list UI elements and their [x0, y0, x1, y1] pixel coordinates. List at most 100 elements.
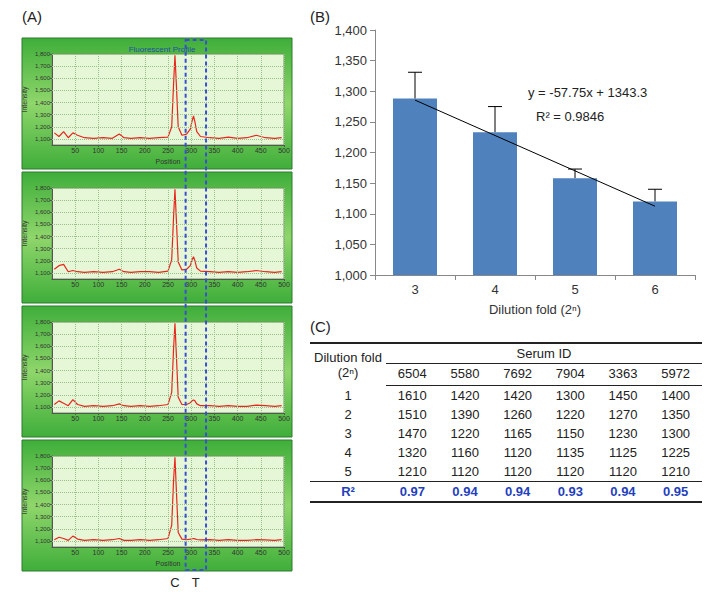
svg-text:450: 450	[255, 549, 267, 556]
svg-text:100: 100	[93, 281, 105, 288]
svg-text:R² = 0.9846: R² = 0.9846	[536, 109, 604, 124]
svg-text:350: 350	[209, 147, 221, 154]
svg-text:1,500: 1,500	[35, 221, 51, 227]
svg-text:5: 5	[571, 282, 578, 297]
svg-text:500: 500	[278, 415, 290, 422]
svg-text:1,700: 1,700	[35, 63, 51, 69]
svg-text:1,400: 1,400	[35, 502, 51, 508]
svg-text:1,200: 1,200	[35, 124, 51, 130]
svg-text:1,100: 1,100	[35, 404, 51, 410]
svg-text:350: 350	[209, 549, 221, 556]
svg-text:200: 200	[139, 549, 151, 556]
svg-text:1,300: 1,300	[35, 380, 51, 386]
svg-text:300: 300	[185, 549, 197, 556]
svg-text:1,500: 1,500	[35, 87, 51, 93]
svg-text:1,600: 1,600	[35, 75, 51, 81]
html-text:(B): (B)	[310, 8, 330, 25]
svg-text:1,000: 1,000	[334, 268, 367, 283]
svg-text:1,800: 1,800	[35, 185, 51, 191]
svg-text:1,700: 1,700	[35, 331, 51, 337]
svg-text:250: 250	[162, 281, 174, 288]
svg-text:1,200: 1,200	[35, 258, 51, 264]
html-text:Dilution fold (2ⁿ): Dilution fold (2ⁿ)	[314, 349, 382, 380]
svg-text:1,200: 1,200	[35, 392, 51, 398]
svg-text:1,800: 1,800	[35, 51, 51, 57]
svg-text:200: 200	[139, 415, 151, 422]
svg-text:150: 150	[116, 147, 128, 154]
svg-text:1,400: 1,400	[35, 100, 51, 106]
svg-text:1,800: 1,800	[35, 319, 51, 325]
svg-text:1,200: 1,200	[35, 526, 51, 532]
svg-text:Position: Position	[156, 158, 181, 165]
svg-text:200: 200	[139, 147, 151, 154]
svg-text:350: 350	[209, 415, 221, 422]
svg-text:Intensity: Intensity	[21, 220, 29, 247]
svg-text:1,700: 1,700	[35, 465, 51, 471]
svg-text:500: 500	[278, 281, 290, 288]
svg-text:450: 450	[255, 147, 267, 154]
svg-text:1,300: 1,300	[35, 246, 51, 252]
svg-text:100: 100	[93, 415, 105, 422]
svg-text:50: 50	[71, 281, 79, 288]
svg-text:1,300: 1,300	[334, 84, 367, 99]
svg-text:1,300: 1,300	[35, 514, 51, 520]
svg-text:Intensity: Intensity	[21, 86, 29, 113]
svg-text:400: 400	[232, 281, 244, 288]
svg-text:Position: Position	[156, 560, 181, 567]
svg-text:1,150: 1,150	[334, 176, 367, 191]
svg-text:50: 50	[71, 549, 79, 556]
html-text:(A): (A)	[22, 8, 42, 25]
svg-text:100: 100	[93, 549, 105, 556]
svg-text:300: 300	[185, 281, 197, 288]
svg-text:1,200: 1,200	[334, 145, 367, 160]
svg-text:1,600: 1,600	[35, 343, 51, 349]
svg-text:1,600: 1,600	[35, 209, 51, 215]
svg-text:y = -57.75x + 1343.3: y = -57.75x + 1343.3	[528, 85, 647, 100]
svg-text:300: 300	[185, 415, 197, 422]
svg-text:50: 50	[71, 147, 79, 154]
svg-text:400: 400	[232, 415, 244, 422]
svg-text:50: 50	[71, 415, 79, 422]
svg-text:6: 6	[651, 282, 658, 297]
svg-text:1,100: 1,100	[334, 206, 367, 221]
svg-text:1,400: 1,400	[334, 23, 367, 38]
svg-text:Dilution fold (2ⁿ): Dilution fold (2ⁿ)	[489, 302, 581, 317]
svg-text:1,400: 1,400	[35, 368, 51, 374]
svg-text:1,100: 1,100	[35, 270, 51, 276]
svg-text:400: 400	[232, 549, 244, 556]
svg-text:1,400: 1,400	[35, 234, 51, 240]
svg-text:Intensity: Intensity	[21, 354, 29, 381]
svg-text:400: 400	[232, 147, 244, 154]
svg-text:1,500: 1,500	[35, 489, 51, 495]
svg-text:350: 350	[209, 281, 221, 288]
svg-text:1,800: 1,800	[35, 453, 51, 459]
svg-text:500: 500	[278, 549, 290, 556]
svg-text:3: 3	[411, 282, 418, 297]
svg-text:250: 250	[162, 549, 174, 556]
svg-text:150: 150	[116, 549, 128, 556]
svg-text:450: 450	[255, 415, 267, 422]
svg-text:300: 300	[185, 147, 197, 154]
html-text:(C): (C)	[310, 318, 331, 335]
svg-text:1,350: 1,350	[334, 53, 367, 68]
svg-text:1,250: 1,250	[334, 114, 367, 129]
svg-text:150: 150	[116, 281, 128, 288]
svg-text:T: T	[192, 575, 200, 590]
svg-text:250: 250	[162, 415, 174, 422]
svg-text:1,100: 1,100	[35, 538, 51, 544]
svg-text:1,600: 1,600	[35, 477, 51, 483]
svg-text:4: 4	[491, 282, 498, 297]
svg-text:200: 200	[139, 281, 151, 288]
svg-text:Intensity: Intensity	[21, 488, 29, 515]
svg-text:250: 250	[162, 147, 174, 154]
svg-text:1,700: 1,700	[35, 197, 51, 203]
svg-text:1,300: 1,300	[35, 112, 51, 118]
svg-text:100: 100	[93, 147, 105, 154]
svg-text:1,500: 1,500	[35, 355, 51, 361]
svg-text:1,050: 1,050	[334, 237, 367, 252]
svg-text:C: C	[170, 575, 179, 590]
svg-text:500: 500	[278, 147, 290, 154]
svg-text:1,100: 1,100	[35, 136, 51, 142]
svg-text:450: 450	[255, 281, 267, 288]
svg-text:150: 150	[116, 415, 128, 422]
